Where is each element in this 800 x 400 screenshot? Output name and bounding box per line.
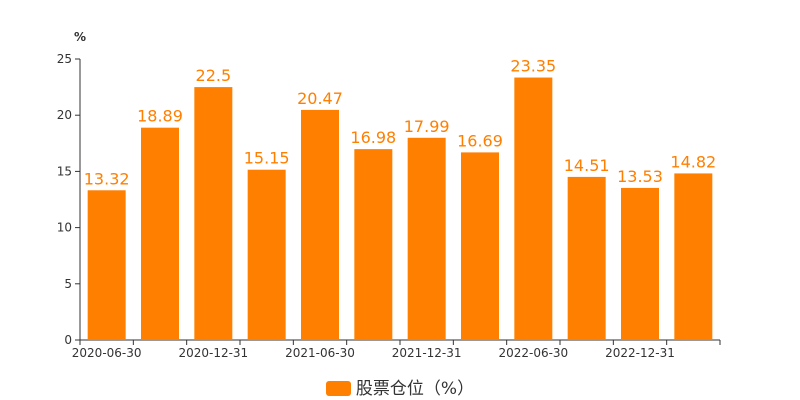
data-label: 23.35 xyxy=(510,57,556,76)
bar xyxy=(407,137,446,340)
bar xyxy=(194,87,233,340)
bar xyxy=(141,127,179,341)
legend-label: 股票仓位（%） xyxy=(355,379,475,399)
y-tick-label: 10 xyxy=(57,221,72,235)
data-label: 17.99 xyxy=(404,117,450,136)
bar xyxy=(461,152,499,340)
axes: 0 5 10 15 20 25 2020-06-30 2020-12-31 2021-06-30… xyxy=(57,52,721,360)
bar xyxy=(354,149,393,340)
data-label: 15.15 xyxy=(244,149,290,168)
legend-swatch xyxy=(325,381,351,396)
data-label: 16.69 xyxy=(457,131,503,150)
bar xyxy=(514,77,553,341)
data-label: 20.47 xyxy=(297,89,343,108)
data-label: 18.89 xyxy=(137,107,183,126)
data-labels: 13.32 18.89 22.5 15.15 20.47 16.98 17.99 16.69 2… xyxy=(84,57,716,189)
data-label: 16.98 xyxy=(350,128,396,147)
x-tick-label: 2020-12-31 xyxy=(178,346,248,360)
data-label: 13.53 xyxy=(617,167,663,186)
bars xyxy=(87,77,713,341)
bar xyxy=(247,169,286,340)
bar xyxy=(621,187,659,340)
bar xyxy=(87,190,126,340)
bar xyxy=(674,173,713,340)
y-tick-label: 20 xyxy=(57,108,72,122)
data-label: 14.82 xyxy=(670,152,716,171)
legend: 股票仓位（%） xyxy=(0,374,800,399)
x-tick-label: 2022-06-30 xyxy=(498,346,568,360)
data-label: 22.5 xyxy=(196,66,232,85)
bar xyxy=(567,176,606,340)
y-tick-label: 25 xyxy=(57,52,72,66)
y-tick-label: 5 xyxy=(64,277,72,291)
x-tick-label: 2020-06-30 xyxy=(72,346,142,360)
bar xyxy=(301,109,339,340)
x-tick-label: 2021-12-31 xyxy=(392,346,462,360)
data-label: 13.32 xyxy=(84,169,130,188)
x-tick-label: 2021-06-30 xyxy=(285,346,355,360)
y-tick-label: 15 xyxy=(57,164,72,178)
y-unit-label: % xyxy=(74,30,86,44)
y-tick-label: 0 xyxy=(64,333,72,347)
data-label: 14.51 xyxy=(564,156,610,175)
x-tick-label: 2022-12-31 xyxy=(605,346,675,360)
